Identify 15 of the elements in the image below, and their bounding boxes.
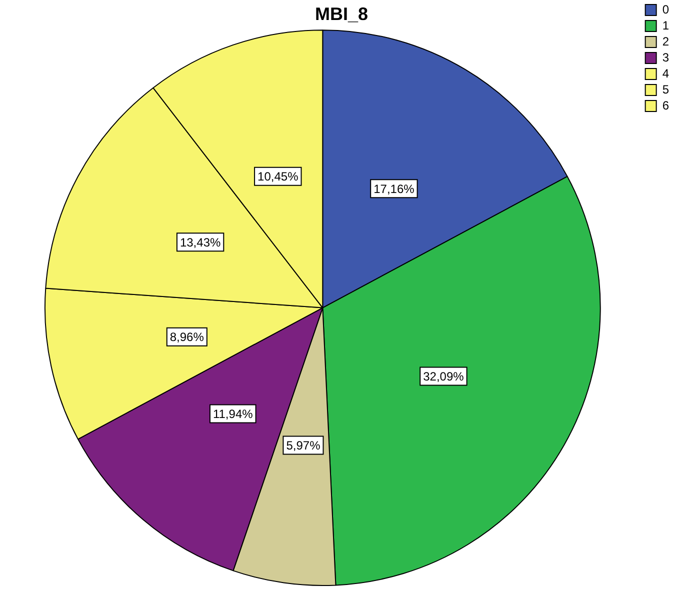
legend-label: 2 (662, 34, 670, 48)
data-label: 13,43% (180, 235, 221, 250)
legend-label: 5 (662, 82, 670, 96)
data-label: 10,45% (258, 170, 299, 184)
data-label: 17,16% (374, 182, 415, 196)
legend-label: 4 (662, 66, 670, 80)
legend-label: 3 (662, 50, 670, 64)
data-label: 32,09% (423, 370, 464, 384)
legend-label: 0 (662, 2, 670, 16)
data-label: 11,94% (212, 407, 254, 422)
chart-title: MBI_8 (314, 4, 368, 24)
legend-label: 6 (662, 98, 670, 112)
data-label: 5,97% (286, 438, 321, 453)
data-label: 8,96% (170, 330, 204, 344)
legend-label: 1 (662, 18, 670, 32)
